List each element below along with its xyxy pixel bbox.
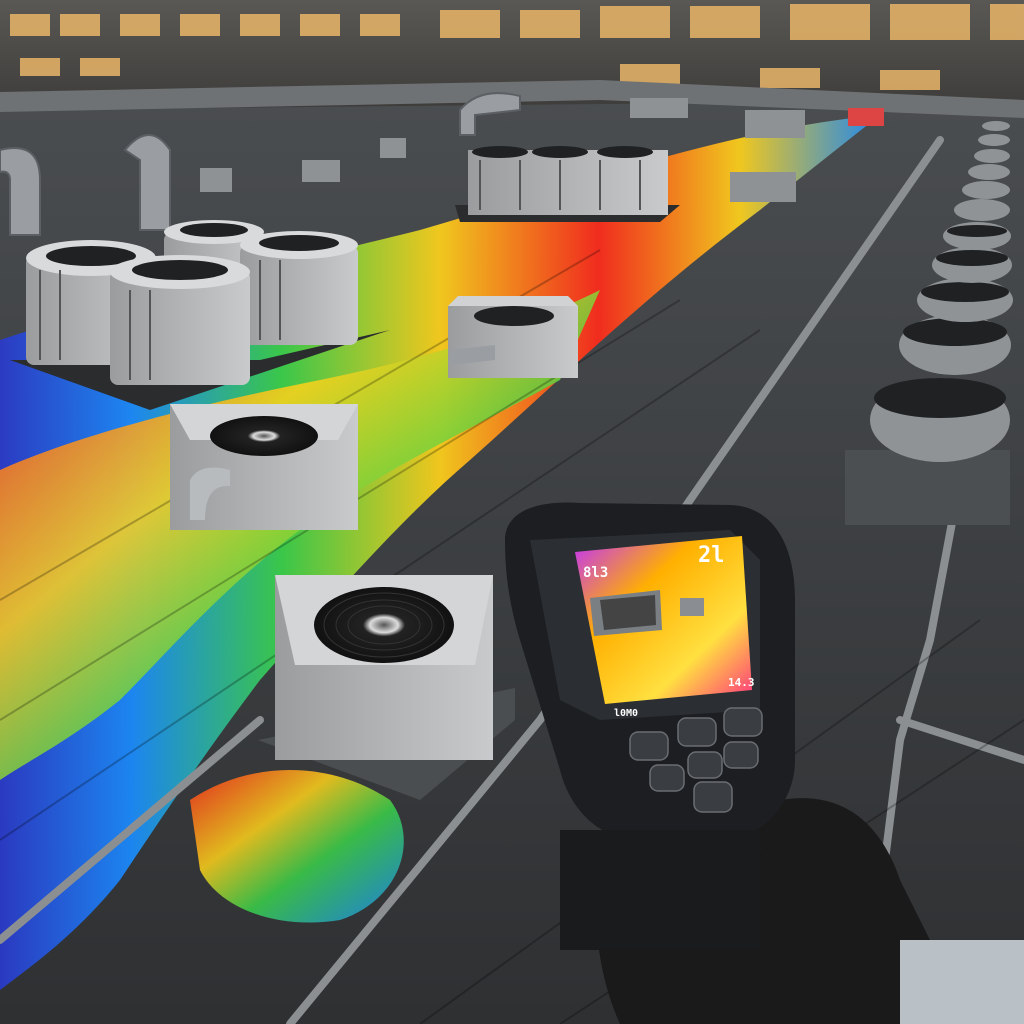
screen-reading-top-right: 2l (698, 543, 725, 568)
hvac-unit-cluster-left (10, 220, 390, 410)
hvac-unit-row-right (845, 121, 1013, 525)
hvac-unit-center-small (448, 296, 578, 378)
rooftop-vents (200, 98, 884, 202)
hvac-unit-foreground (258, 575, 515, 800)
camera-keypad (629, 707, 763, 813)
camera-screen: 8l3 2l 14.3 (575, 536, 755, 704)
camera-button-up[interactable] (677, 717, 717, 747)
building-windows (10, 4, 1024, 90)
screen-reading-bottom-right: 14.3 (728, 676, 755, 689)
camera-button-right[interactable] (723, 741, 759, 769)
thermal-camera: 8l3 2l 14.3 l0M0 (505, 502, 795, 950)
camera-button-menu[interactable] (629, 731, 669, 761)
hvac-unit-cluster-far (455, 146, 680, 222)
duct-pipes (0, 92, 521, 236)
hvac-unit (110, 255, 250, 385)
camera-brand-label: l0M0 (614, 708, 638, 719)
camera-button-left[interactable] (649, 764, 685, 792)
camera-button-down[interactable] (693, 781, 733, 813)
camera-button-ok[interactable] (687, 751, 723, 779)
screen-reading-top-left: 8l3 (583, 565, 608, 581)
camera-button-back[interactable] (723, 707, 763, 737)
hvac-unit (240, 231, 358, 345)
thermal-spot-lower (190, 770, 404, 923)
thermal-moisture-band-secondary (0, 290, 600, 780)
hvac-unit-mid-left (170, 404, 358, 530)
